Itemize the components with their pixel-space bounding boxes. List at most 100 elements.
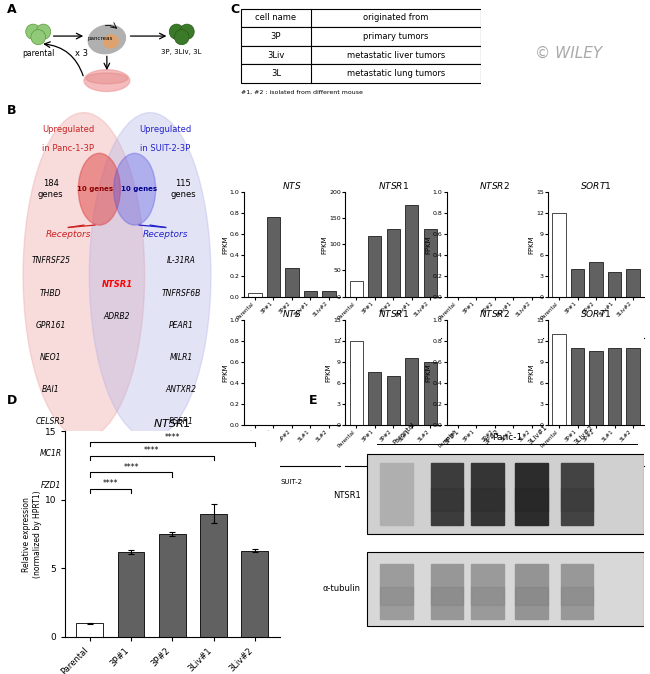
Bar [430,463,463,525]
Text: 3L: 3L [271,69,281,78]
Text: TNFRSF25: TNFRSF25 [31,257,70,266]
Text: SUIT-2: SUIT-2 [281,479,303,485]
Circle shape [174,30,189,44]
Bar [430,586,463,605]
Bar [118,552,144,637]
Text: A: A [6,3,16,16]
Text: 3P#1: 3P#1 [443,429,460,446]
Text: primary tumors: primary tumors [363,32,428,41]
Text: x 3: x 3 [75,49,88,58]
Bar [322,291,335,297]
Text: NTSR1: NTSR1 [333,491,361,500]
Text: 10 genes: 10 genes [121,186,157,192]
Title: $\it{NTSR1}$: $\it{NTSR1}$ [378,309,409,319]
Text: FZD1: FZD1 [40,481,61,490]
Bar [590,352,603,425]
Bar [430,489,463,512]
Text: NTSR1: NTSR1 [101,280,133,289]
Bar [350,281,363,297]
Text: ADRB2: ADRB2 [104,311,130,321]
Y-axis label: FPKM: FPKM [322,235,328,253]
Text: MILR1: MILR1 [170,353,192,362]
Bar [405,359,419,425]
Bar [367,553,644,625]
Bar [380,586,413,605]
Bar [627,348,640,425]
Text: in Panc-1-3P: in Panc-1-3P [42,144,94,153]
Title: $\it{NTS}$: $\it{NTS}$ [282,181,302,191]
Bar [515,463,547,525]
Text: B: B [6,104,16,117]
Text: parental: parental [22,49,55,58]
Title: $\it{SORT1}$: $\it{SORT1}$ [580,181,612,191]
Text: metastatic liver tumors: metastatic liver tumors [346,51,445,59]
Bar [266,217,280,297]
Circle shape [169,24,184,39]
Text: 3Liv: 3Liv [267,51,285,59]
Bar [241,46,481,65]
Bar [380,564,413,619]
Bar [380,463,413,525]
Title: $\it{NTSR2}$: $\it{NTSR2}$ [479,309,510,319]
Y-axis label: FPKM: FPKM [222,235,228,253]
Text: TACSTD2: TACSTD2 [164,449,198,458]
Text: Panc-1: Panc-1 [492,433,522,441]
Bar [405,205,419,297]
Bar [368,237,382,297]
Y-axis label: FPKM: FPKM [222,363,228,381]
Text: Receptors: Receptors [46,230,91,239]
Bar [571,348,584,425]
Bar [241,551,268,637]
Bar [241,65,481,83]
Circle shape [31,30,46,44]
Text: ANTXR2: ANTXR2 [166,385,196,394]
Bar [608,348,621,425]
Text: 3P: 3P [271,32,281,41]
Bar [76,623,103,637]
Bar [241,9,481,27]
Bar [241,27,481,46]
Text: PEAR1: PEAR1 [168,321,194,330]
Text: E: E [309,394,317,407]
Bar [471,489,504,512]
Y-axis label: FPKM: FPKM [425,363,431,381]
Bar [560,586,593,605]
Text: FGFR1: FGFR1 [169,417,194,426]
Text: C: C [231,3,240,16]
Y-axis label: FPKM: FPKM [528,363,534,381]
Text: TNFRSF6B: TNFRSF6B [161,288,201,297]
Bar [627,269,640,297]
Bar [608,272,621,297]
Bar [515,564,547,619]
Text: BAI1: BAI1 [42,385,60,394]
Y-axis label: FPKM: FPKM [425,235,431,253]
Text: Receptors: Receptors [143,230,188,239]
Text: SUIT-2: SUIT-2 [484,479,506,485]
Bar [571,269,584,297]
Text: Upregulated: Upregulated [42,125,94,134]
Y-axis label: FPKM: FPKM [326,363,332,381]
Text: ****: **** [164,433,180,441]
Bar [560,463,593,525]
Text: pancreas: pancreas [88,36,113,40]
Bar [552,334,566,425]
Bar [424,362,437,425]
Text: D: D [6,394,17,407]
Bar [560,489,593,512]
Ellipse shape [86,73,127,84]
Title: $\it{SORT1}$: $\it{SORT1}$ [580,309,612,319]
Text: 3Liv#1: 3Liv#1 [527,425,549,446]
Circle shape [179,24,194,39]
Text: 3Liv#2: 3Liv#2 [573,425,594,446]
Bar [515,489,547,512]
Text: α-tubulin: α-tubulin [323,584,361,594]
Text: Panc-1: Panc-1 [483,351,506,357]
Circle shape [26,24,40,39]
Bar [159,534,186,637]
Bar [430,564,463,619]
Text: 115
genes: 115 genes [170,179,196,199]
Ellipse shape [104,35,118,48]
Bar [471,564,504,619]
Text: CELSR3: CELSR3 [36,417,66,426]
Text: Upregulated: Upregulated [140,125,192,134]
